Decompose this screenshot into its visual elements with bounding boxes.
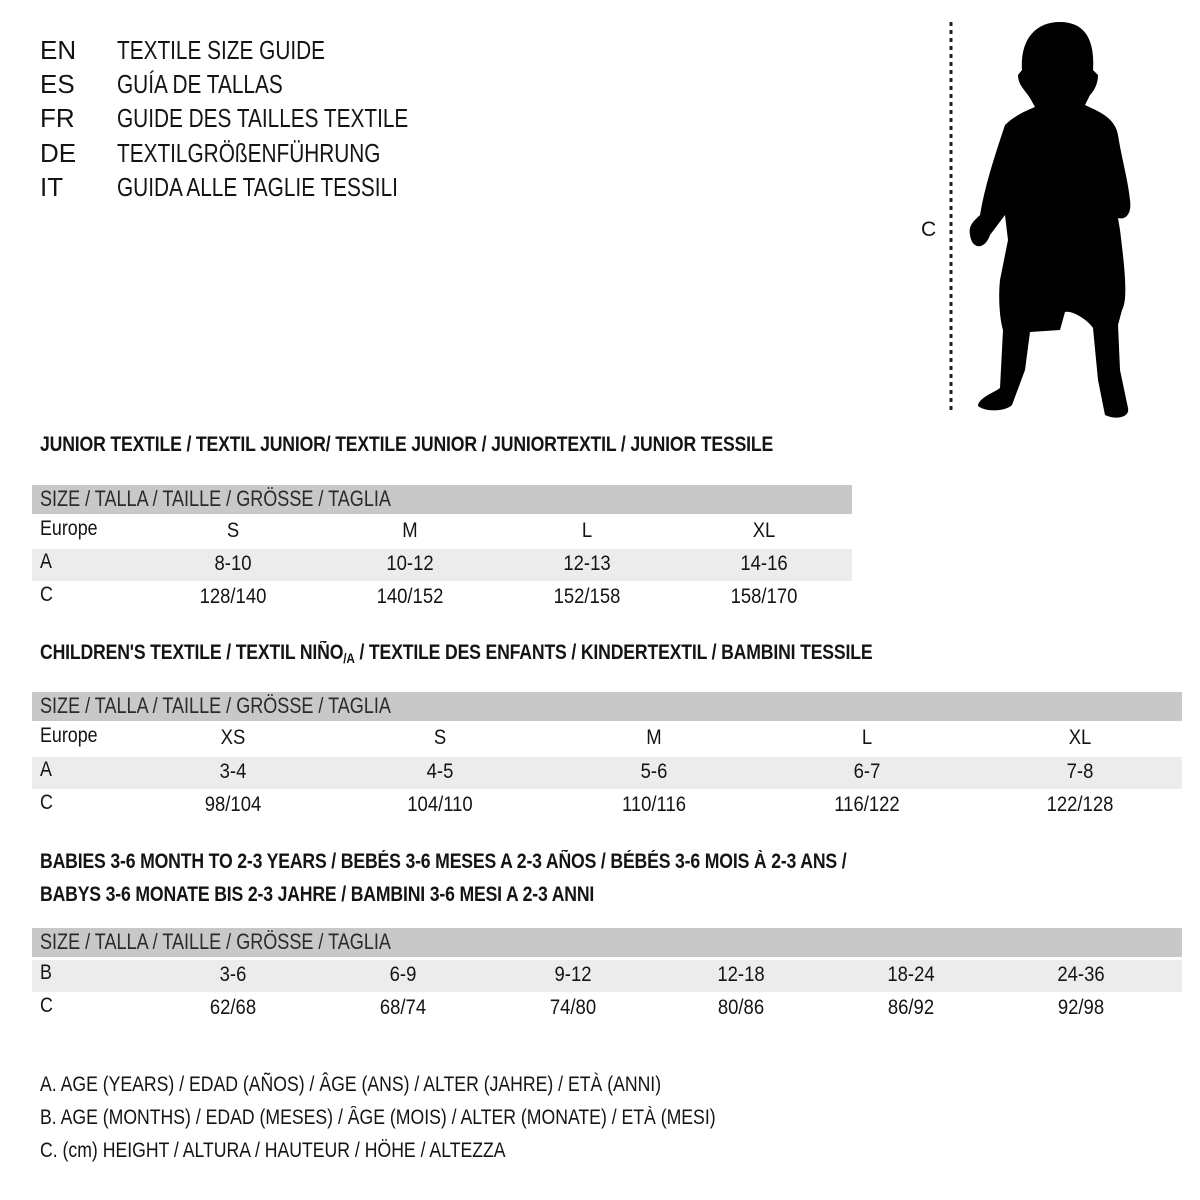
cell: 128/140 [199, 585, 267, 608]
cell: 158/170 [730, 585, 798, 608]
junior-header-bar: SIZE / TALLA / TAILLE / GRÖSSE / TAGLIA [32, 485, 852, 514]
cell: 24-36 [1057, 963, 1105, 986]
cell: L [861, 726, 873, 749]
row-label: Europe [40, 724, 98, 747]
cell: 104/110 [407, 793, 473, 816]
cell: 140/152 [376, 585, 444, 608]
lang-code: DE [40, 138, 77, 168]
table-row: C 62/68 68/74 74/80 80/86 86/92 92/98 [32, 993, 1182, 1025]
cell: 116/122 [834, 793, 900, 816]
cell: 18-24 [887, 963, 935, 986]
row-label: A [40, 550, 52, 573]
babies-header-bar: SIZE / TALLA / TAILLE / GRÖSSE / TAGLIA [32, 928, 1182, 957]
height-measure-label: C [921, 218, 937, 241]
cell: 4-5 [426, 760, 454, 783]
legend-b: B. AGE (MONTHS) / EDAD (MESES) / ÂGE (MO… [40, 1106, 716, 1129]
child-silhouette-icon [949, 22, 1131, 418]
cell: 7-8 [1066, 760, 1094, 783]
lang-title: GUIDE DES TAILLES TEXTILE [117, 103, 409, 133]
lang-code: ES [40, 69, 75, 99]
cell: 3-6 [219, 963, 247, 986]
cell: 80/86 [717, 996, 765, 1019]
cell: 9-12 [554, 963, 592, 986]
cell: 6-7 [853, 760, 881, 783]
lang-title: TEXTILGRÖßENFÜHRUNG [117, 138, 381, 168]
cell: 12-13 [563, 552, 611, 575]
table-row: Europe XS S M L XL [32, 723, 1182, 755]
cell: 6-9 [389, 963, 417, 986]
cell: XL [752, 519, 776, 542]
row-label: C [40, 791, 53, 814]
lang-title: TEXTILE SIZE GUIDE [117, 35, 326, 65]
cell: 5-6 [640, 760, 668, 783]
cell: M [646, 726, 662, 749]
cell: 152/158 [553, 585, 621, 608]
table-row: A 8-10 10-12 12-13 14-16 [32, 549, 852, 581]
table-row: C 98/104 104/110 110/116 116/122 122/128 [32, 790, 1182, 822]
babies-heading-line1: BABIES 3-6 MONTH TO 2-3 YEARS / BEBÉS 3-… [40, 850, 847, 873]
legend-c: C. (cm) HEIGHT / ALTURA / HAUTEUR / HÖHE… [40, 1139, 506, 1162]
row-label: Europe [40, 517, 98, 540]
cell: XL [1068, 726, 1092, 749]
cell: 74/80 [549, 996, 597, 1019]
cell: 3-4 [219, 760, 247, 783]
table-row: Europe S M L XL [32, 516, 852, 548]
cell: 92/98 [1057, 996, 1105, 1019]
cell: M [402, 519, 418, 542]
babies-heading-line2: BABYS 3-6 MONATE BIS 2-3 JAHRE / BAMBINI… [40, 883, 595, 906]
junior-header-text: SIZE / TALLA / TAILLE / GRÖSSE / TAGLIA [40, 486, 391, 511]
cell: 10-12 [386, 552, 434, 575]
lang-code: EN [40, 35, 77, 65]
lang-code: IT [40, 172, 64, 202]
cell: 62/68 [209, 996, 257, 1019]
cell: 98/104 [204, 793, 262, 816]
junior-heading: JUNIOR TEXTILE / TEXTIL JUNIOR/ TEXTILE … [40, 433, 774, 456]
cell: 86/92 [887, 996, 935, 1019]
cell: XS [220, 726, 246, 749]
lang-title: GUÍA DE TALLAS [117, 69, 283, 99]
table-row: C 128/140 140/152 152/158 158/170 [32, 582, 852, 614]
lang-title: GUIDA ALLE TAGLIE TESSILI [117, 172, 398, 202]
cell: 14-16 [740, 552, 788, 575]
children-header-bar: SIZE / TALLA / TAILLE / GRÖSSE / TAGLIA [32, 692, 1182, 721]
babies-header-text: SIZE / TALLA / TAILLE / GRÖSSE / TAGLIA [40, 929, 391, 954]
cell: L [581, 519, 593, 542]
lang-code: FR [40, 103, 75, 133]
children-heading: CHILDREN'S TEXTILE / TEXTIL NIÑO/A / TEX… [40, 641, 873, 666]
row-label: C [40, 994, 53, 1017]
cell: 122/128 [1046, 793, 1114, 816]
row-label: C [40, 583, 53, 606]
table-row: B 3-6 6-9 9-12 12-18 18-24 24-36 [32, 960, 1182, 992]
row-label: B [40, 961, 52, 984]
cell: S [433, 726, 447, 749]
children-header-text: SIZE / TALLA / TAILLE / GRÖSSE / TAGLIA [40, 693, 391, 718]
cell: 110/116 [621, 793, 687, 816]
row-label: A [40, 758, 52, 781]
cell: 12-18 [717, 963, 765, 986]
legend-a: A. AGE (YEARS) / EDAD (AÑOS) / ÂGE (ANS)… [40, 1073, 662, 1096]
cell: 68/74 [379, 996, 427, 1019]
cell: S [226, 519, 240, 542]
table-row: A 3-4 4-5 5-6 6-7 7-8 [32, 757, 1182, 789]
cell: 8-10 [214, 552, 252, 575]
